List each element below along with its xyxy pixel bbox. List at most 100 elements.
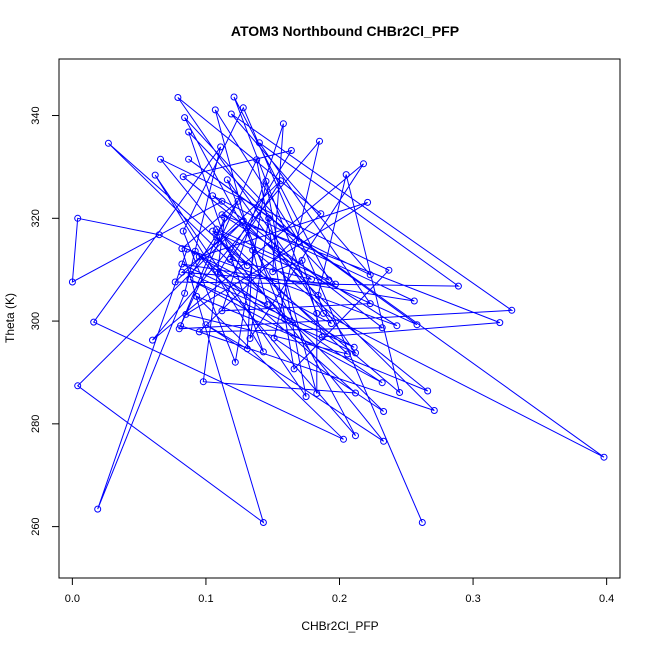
x-tick-label: 0.0 — [65, 593, 80, 605]
data-point — [378, 379, 386, 387]
data-point — [94, 505, 102, 513]
data-point — [218, 197, 226, 205]
data-point — [287, 147, 295, 154]
x-tick-label: 0.2 — [332, 593, 347, 605]
data-point — [508, 306, 516, 314]
data-point — [151, 171, 159, 179]
data-point — [178, 245, 186, 253]
x-tick-label: 0.3 — [465, 593, 480, 605]
data-point — [352, 389, 359, 397]
data-point — [155, 231, 163, 239]
series-layer — [68, 93, 608, 526]
data-point — [262, 177, 270, 185]
x-axis: 0.0 0.1 0.2 0.3 0.4 — [65, 577, 614, 605]
y-tick-label: 280 — [30, 415, 42, 433]
data-point — [249, 246, 257, 254]
x-axis-label: CHBr2Cl_PFP — [301, 619, 378, 633]
data-point — [213, 233, 221, 241]
series-line — [71, 96, 605, 524]
data-point — [396, 389, 404, 396]
data-point — [360, 160, 367, 168]
data-point — [270, 334, 278, 342]
data-point — [179, 173, 187, 181]
data-point — [209, 192, 217, 200]
data-point — [218, 211, 226, 219]
data-point — [243, 345, 251, 353]
data-point — [214, 270, 222, 278]
data-point — [211, 106, 219, 114]
data-point — [253, 156, 261, 164]
data-point — [175, 325, 183, 333]
data-point — [74, 382, 82, 390]
data-point — [226, 255, 234, 263]
data-point — [178, 260, 186, 268]
data-point — [259, 348, 267, 356]
data-point — [230, 93, 238, 101]
data-point — [171, 278, 179, 286]
data-point — [185, 128, 193, 136]
data-point — [340, 435, 347, 443]
data-point — [496, 319, 504, 327]
data-point — [179, 227, 187, 235]
data-point — [318, 333, 326, 341]
y-tick-label: 340 — [30, 106, 42, 124]
data-point — [202, 321, 210, 329]
data-point — [223, 176, 231, 184]
data-point — [195, 253, 203, 261]
data-point — [157, 155, 164, 163]
data-point — [430, 407, 438, 414]
data-point — [418, 519, 426, 526]
data-point — [199, 378, 207, 386]
data-point — [191, 247, 199, 255]
data-point — [600, 453, 608, 461]
data-point — [181, 114, 189, 122]
x-tick-label: 0.4 — [599, 593, 614, 605]
data-point — [316, 137, 323, 145]
data-point — [255, 139, 263, 147]
data-point — [183, 245, 191, 253]
data-point — [342, 171, 350, 179]
data-point — [378, 324, 386, 332]
data-point — [231, 358, 239, 366]
data-point — [239, 217, 247, 225]
data-point — [352, 432, 359, 440]
data-point — [213, 225, 221, 233]
data-point — [332, 280, 339, 288]
data-point — [352, 349, 359, 357]
data-point — [454, 282, 462, 290]
x-tick-label: 0.1 — [198, 593, 213, 605]
y-tick-label: 260 — [30, 517, 42, 535]
data-point — [174, 94, 182, 101]
y-tick-label: 300 — [30, 312, 42, 330]
data-point — [239, 104, 247, 112]
chart-title: ATOM3 Northbound CHBr2Cl_PFP — [231, 23, 459, 39]
data-point — [246, 335, 254, 342]
data-point — [281, 315, 289, 323]
data-point — [193, 292, 201, 300]
data-point — [366, 271, 374, 279]
data-point — [314, 291, 322, 299]
data-point — [380, 408, 388, 415]
data-point — [238, 218, 246, 226]
data-point — [366, 300, 374, 308]
data-point — [68, 278, 76, 286]
data-point — [364, 198, 372, 206]
data-point — [277, 177, 285, 185]
data-point — [185, 155, 193, 163]
data-point — [74, 214, 82, 222]
data-point — [308, 275, 315, 283]
data-point — [104, 139, 112, 147]
y-axis-label: Theta (K) — [3, 293, 17, 343]
data-point — [195, 328, 203, 336]
data-point — [265, 214, 273, 222]
data-point — [263, 301, 271, 309]
data-point — [186, 275, 194, 283]
data-point — [424, 387, 432, 395]
data-point — [181, 289, 189, 297]
data-point — [243, 262, 251, 270]
data-point — [328, 320, 335, 328]
data-point — [344, 350, 351, 358]
data-point — [290, 365, 298, 373]
